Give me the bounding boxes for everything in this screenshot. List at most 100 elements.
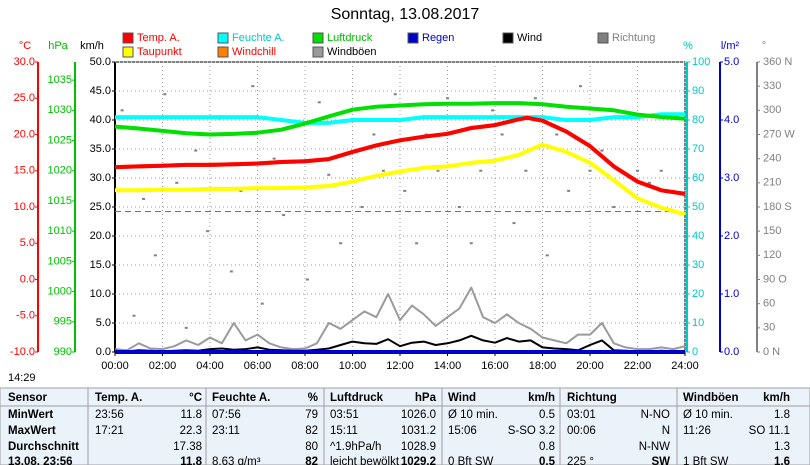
direction-dot: [636, 169, 639, 172]
y-tick-label: 4.0: [724, 114, 739, 126]
axis-title: l/m²: [721, 40, 740, 52]
table-cell: leicht bewölkt: [330, 456, 400, 465]
table-cell: Richtung: [567, 392, 617, 404]
table-cell: Durchschnitt: [8, 441, 79, 453]
table-cell: 1031.2: [401, 425, 436, 437]
table-cell: SW: [651, 456, 670, 465]
y-tick-label: 60: [692, 172, 704, 184]
direction-dot: [415, 242, 419, 245]
table-cell: Windböen: [683, 392, 738, 404]
direction-dot: [260, 302, 264, 305]
direction-dot: [132, 314, 136, 317]
x-tick-label: 18:00: [529, 360, 557, 372]
table-cell: ^1.9hPa/h: [330, 441, 381, 453]
legend-label: Windböen: [327, 46, 377, 58]
direction-dot: [555, 133, 559, 136]
direction-dot: [163, 93, 167, 96]
series-line: [114, 286, 686, 352]
y-tick-label: 15.0: [14, 165, 35, 177]
table-cell: 1 Bft SW: [683, 456, 729, 465]
legend-label: Windchill: [232, 46, 276, 58]
legend-swatch: [217, 46, 229, 58]
y-tick-label: 30.0: [14, 56, 35, 68]
y-tick-label: 0.0: [20, 273, 35, 285]
y-tick-label: 25.0: [14, 92, 35, 104]
table-cell: 03:51: [330, 409, 359, 421]
table-cell: km/h: [763, 392, 790, 404]
direction-dot: [120, 109, 124, 112]
direction-dot: [545, 254, 549, 257]
table-cell: 15:06: [448, 425, 477, 437]
direction-dot: [436, 169, 440, 172]
y-tick-label: 45.0: [90, 85, 111, 97]
y-tick-label: 90: [692, 85, 704, 97]
x-tick-label: 06:00: [244, 360, 272, 372]
table-cell: 1028.9: [401, 441, 436, 453]
y-tick-label: 5.0: [724, 56, 739, 68]
y-tick-label: 50.0: [90, 56, 111, 68]
direction-dot: [339, 242, 343, 245]
axis-title: km/h: [80, 40, 104, 52]
y-tick-label: -10.0: [10, 346, 35, 358]
direction-dot: [153, 254, 157, 257]
table-cell: hPa: [415, 392, 437, 404]
y-tick-label: 1.0: [724, 288, 739, 300]
y-tick-label: 3.0: [724, 172, 739, 184]
y-tick-label: 1000: [48, 285, 72, 297]
y-tick-label: 1030: [48, 104, 72, 116]
direction-dot: [524, 169, 528, 172]
direction-dot: [229, 270, 233, 273]
legend-label: Richtung: [612, 32, 655, 44]
y-tick-label: 1035: [48, 74, 72, 86]
direction-dot: [600, 149, 604, 152]
x-tick-label: 24:00: [671, 360, 699, 372]
axis-title: °: [762, 40, 766, 52]
table-cell: 23:11: [212, 425, 240, 437]
table-cell: 1.6: [774, 456, 790, 465]
y-tick-label: 1005: [48, 255, 72, 267]
stats-table: Sensor Temp. A. °C Feuchte A.% Luftdruck hPa W…: [0, 387, 810, 465]
table-cell: S-SO 3.2: [508, 425, 555, 437]
legend-swatch: [312, 46, 324, 58]
legend-label: Feuchte A.: [232, 32, 285, 44]
direction-dot: [567, 189, 571, 192]
y-tick-label: 40.0: [90, 114, 111, 126]
y-tick-label: 50: [692, 201, 704, 213]
table-cell: Feuchte A.: [212, 392, 270, 404]
y-tick-label: 120: [763, 249, 781, 261]
table-cell: 0 Bft SW: [448, 456, 494, 465]
direction-dot: [360, 206, 364, 208]
y-tick-label: 5.0: [20, 237, 35, 249]
y-tick-label: 990: [54, 346, 72, 358]
direction-dot: [381, 169, 385, 172]
y-tick-label: 10.0: [90, 288, 111, 300]
x-tick-label: 16:00: [481, 360, 509, 372]
legend-label: Regen: [422, 32, 454, 44]
y-tick-label: 0: [692, 346, 698, 358]
y-tick-label: 40: [692, 230, 704, 242]
y-tick-label: 180 S: [763, 201, 792, 213]
y-tick-label: 15.0: [90, 259, 111, 271]
series-line: [114, 334, 685, 353]
y-tick-label: 1010: [48, 225, 72, 237]
y-tick-label: 2.0: [724, 230, 739, 242]
y-tick-label: 25.0: [90, 201, 111, 213]
series-line: [114, 101, 686, 137]
legend-label: Taupunkt: [137, 46, 182, 58]
x-tick-label: 00:00: [101, 360, 129, 372]
table-cell: 11.8: [180, 456, 202, 465]
table-cell: 17.38: [173, 441, 202, 453]
y-tick-label: 70: [692, 143, 704, 155]
table-cell: MaxWert: [8, 425, 56, 437]
table-cell: Temp. A.: [95, 392, 142, 404]
x-tick-label: 02:00: [149, 360, 177, 372]
direction-dot: [446, 97, 449, 100]
table-cell: 1029.2: [401, 456, 436, 465]
table-cell: N: [662, 425, 670, 437]
y-tick-label: 60: [763, 298, 775, 310]
series-line: [115, 112, 685, 125]
table-cell: N-NW: [639, 441, 670, 453]
table-cell: 80: [305, 441, 318, 453]
y-tick-label: 330: [763, 80, 781, 92]
